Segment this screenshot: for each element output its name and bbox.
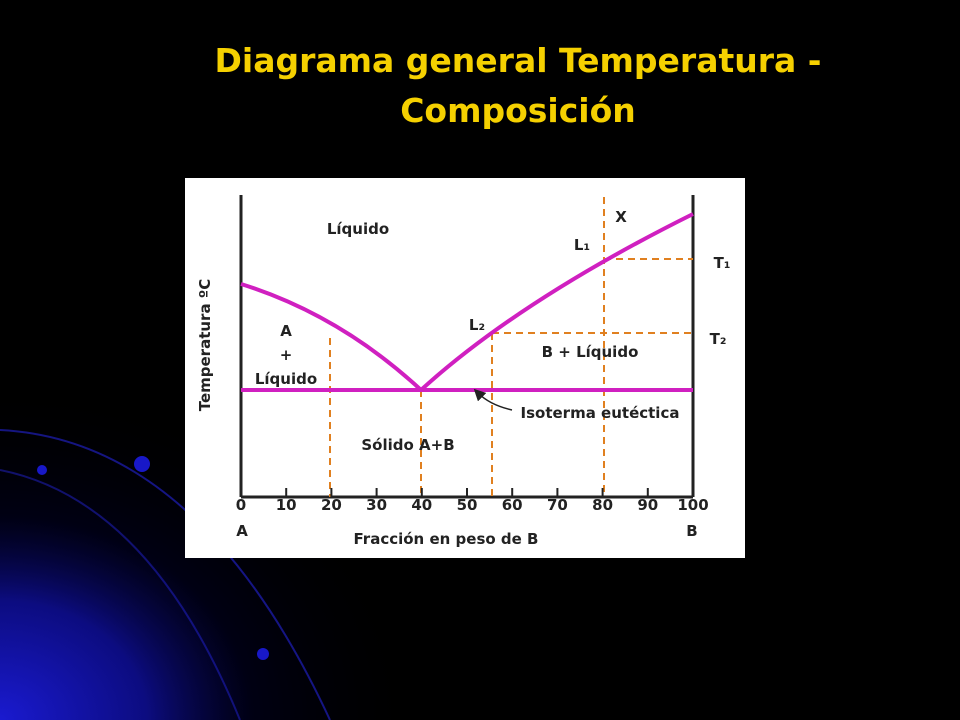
end-label: A	[236, 522, 248, 540]
liquidus-left	[240, 282, 423, 392]
marker-label: T₁	[714, 254, 731, 272]
end-label: B	[686, 522, 697, 540]
x-tick-label: 70	[547, 496, 568, 514]
title-part: Composición	[400, 91, 636, 130]
diagram-panel	[185, 178, 745, 558]
title-line-2: Composición	[400, 91, 636, 130]
dot	[134, 456, 150, 472]
x-tick-label: 80	[592, 496, 613, 514]
x-tick-label: 100	[677, 496, 708, 514]
x-tick-label: 40	[411, 496, 432, 514]
region-label: +	[280, 346, 293, 364]
tie-lines	[329, 197, 693, 497]
marker-label: T₂	[710, 330, 727, 348]
dot	[37, 465, 47, 475]
x-axis-label: Fracción en peso de B	[354, 530, 539, 548]
x-tick-label: 90	[637, 496, 658, 514]
y-axis-label: Temperatura ºC	[196, 279, 214, 412]
eutectic-label: Isoterma eutéctica	[521, 404, 680, 422]
region-label: Sólido A+B	[361, 436, 454, 454]
x-tick-label: 60	[502, 496, 523, 514]
phase-diagram: Temperatura ºC Fracción en peso de B A B…	[185, 178, 745, 558]
region-label: A	[280, 322, 292, 340]
x-tick-label: 50	[457, 496, 478, 514]
x-tick-label: 10	[276, 496, 297, 514]
marker-label: L₂	[469, 316, 485, 334]
phase-boundaries	[240, 212, 694, 392]
dot	[257, 648, 269, 660]
marker-label: X	[615, 208, 627, 226]
arrow	[473, 388, 513, 411]
x-tick-label: 20	[321, 496, 342, 514]
x-tick-label: 0	[236, 496, 246, 514]
region-label: B + Líquido	[542, 343, 639, 361]
region-label: Líquido	[327, 220, 389, 238]
region-label: Líquido	[255, 370, 317, 388]
liquidus-right	[419, 212, 694, 392]
marker-label: L₁	[574, 236, 590, 254]
title-line-1: Diagrama general Temperatura -	[215, 41, 822, 80]
swoosh-line	[0, 469, 241, 720]
swoosh-line	[0, 429, 331, 720]
x-tick-label: 30	[366, 496, 387, 514]
